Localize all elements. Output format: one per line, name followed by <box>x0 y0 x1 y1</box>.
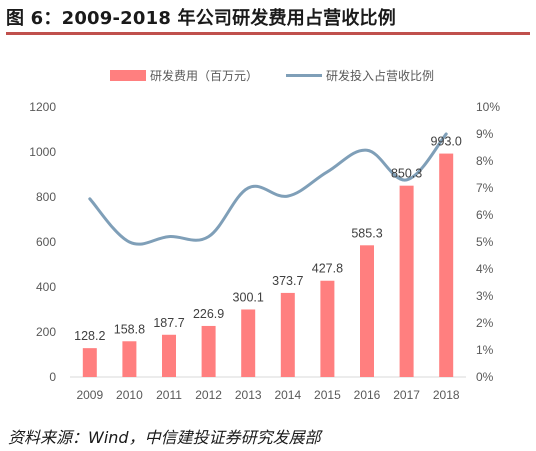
bar <box>320 280 335 377</box>
bar-series <box>82 153 454 377</box>
x-tick-label: 2012 <box>195 388 222 402</box>
x-tick-label: 2016 <box>354 388 381 402</box>
right-tick-label: 4% <box>476 262 494 276</box>
legend-bar-label: 研发费用（百万元） <box>150 68 258 83</box>
ratio-line <box>88 132 448 246</box>
bar-value-label: 187.7 <box>153 316 184 330</box>
bar-value-label: 226.9 <box>193 307 224 321</box>
legend-line-label: 研发投入占营收比例 <box>326 68 434 83</box>
x-tick-label: 2018 <box>433 388 460 402</box>
bar <box>439 153 454 377</box>
bar <box>241 309 256 377</box>
left-tick-label: 1200 <box>29 100 56 114</box>
x-axis: 2009 2010 2011 2012 2013 2014 2015 2016 2017 2018 <box>76 388 459 402</box>
title-underline <box>6 32 530 35</box>
bar <box>82 348 97 377</box>
bar <box>360 245 374 377</box>
left-tick-label: 600 <box>36 235 56 249</box>
right-tick-label: 9% <box>476 127 494 141</box>
right-tick-label: 6% <box>476 208 494 222</box>
bar-value-label: 427.8 <box>312 262 343 276</box>
chart: 研发费用（百万元） 研发投入占营收比例 0 200 400 600 800 1000 120… <box>29 68 500 402</box>
bar <box>162 334 176 377</box>
right-tick-label: 5% <box>476 235 494 249</box>
right-tick-label: 10% <box>476 100 500 114</box>
bar-value-label: 373.7 <box>272 274 303 288</box>
right-tick-label: 3% <box>476 289 494 303</box>
left-tick-label: 200 <box>36 325 56 339</box>
left-axis: 0 200 400 600 800 1000 1200 <box>29 100 56 384</box>
right-tick-label: 8% <box>476 154 494 168</box>
right-axis: 0% 1% 2% 3% 4% 5% 6% 7% 8% 9% 10% <box>476 100 500 384</box>
legend-bar-swatch <box>110 70 146 81</box>
right-tick-label: 0% <box>476 370 494 384</box>
bar-value-label: 300.1 <box>233 290 264 304</box>
bar-value-label: 585.3 <box>351 226 382 240</box>
data-labels: 128.2 158.8 187.7 226.9 300.1 373.7 427.8 585.3… <box>74 135 462 344</box>
bar-value-label: 850.3 <box>391 167 422 181</box>
x-tick-label: 2017 <box>393 388 420 402</box>
line-series <box>88 132 448 246</box>
bar-value-label: 128.2 <box>74 329 105 343</box>
bar <box>122 341 137 377</box>
x-tick-label: 2011 <box>156 388 182 402</box>
right-tick-label: 7% <box>476 181 494 195</box>
left-tick-label: 400 <box>36 280 56 294</box>
bar <box>201 325 216 377</box>
x-tick-label: 2010 <box>116 388 143 402</box>
bar-value-label: 158.8 <box>114 322 145 336</box>
left-tick-label: 1000 <box>29 145 56 159</box>
bar <box>280 292 295 377</box>
x-tick-label: 2014 <box>274 388 301 402</box>
source-note: 资料来源：Wind，中信建投证券研究发展部 <box>8 428 321 447</box>
right-tick-label: 2% <box>476 316 494 330</box>
left-tick-label: 800 <box>36 190 56 204</box>
bar-value-label: 993.0 <box>431 135 462 149</box>
x-tick-label: 2015 <box>314 388 341 402</box>
left-tick-label: 0 <box>49 370 56 384</box>
legend: 研发费用（百万元） 研发投入占营收比例 <box>110 68 434 83</box>
bar <box>399 185 414 377</box>
chart-title: 图 6：2009-2018 年公司研发费用占营收比例 <box>6 8 396 29</box>
x-tick-label: 2013 <box>235 388 262 402</box>
right-tick-label: 1% <box>476 343 494 357</box>
x-tick-label: 2009 <box>76 388 103 402</box>
